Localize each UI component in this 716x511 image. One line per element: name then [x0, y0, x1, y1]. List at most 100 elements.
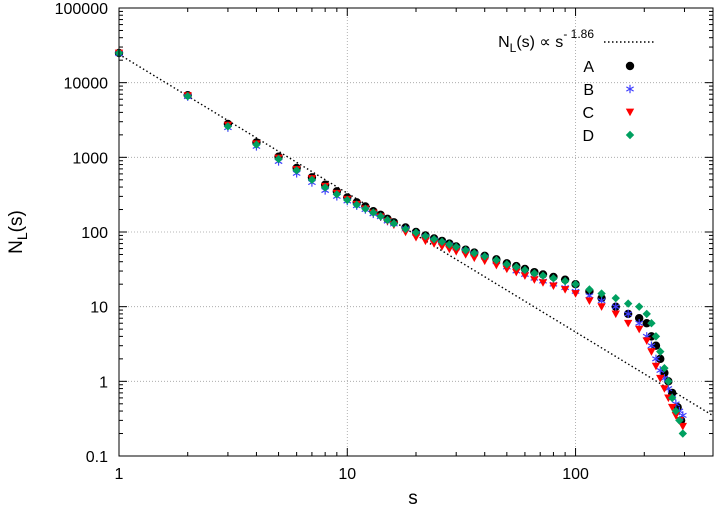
- axes: [118, 7, 714, 457]
- point-d: [445, 240, 454, 249]
- point-c: [549, 282, 558, 291]
- point-d: [274, 154, 283, 164]
- point-d: [383, 215, 392, 225]
- legend-label-a: A: [583, 59, 594, 76]
- point-c: [671, 412, 681, 420]
- point-d: [634, 302, 644, 311]
- point-c: [437, 243, 447, 251]
- point-c: [678, 422, 688, 431]
- point-d: [461, 246, 470, 255]
- legend-label-d: D: [582, 128, 594, 145]
- data-points-layer: [114, 48, 688, 438]
- point-d: [549, 274, 558, 283]
- series-c: [114, 49, 688, 431]
- point-c: [451, 248, 461, 256]
- point-c: [660, 385, 669, 393]
- legend-fit-mid: (s) ∝ s: [516, 34, 563, 51]
- y-tick-label: 1: [99, 374, 108, 391]
- point-d: [223, 122, 233, 131]
- y-tick-label: 0.1: [86, 449, 108, 466]
- point-d: [352, 200, 361, 209]
- point-c: [429, 240, 439, 248]
- y-axis-label-base: N: [6, 240, 27, 254]
- legend-marker-c: [625, 108, 635, 117]
- series-a: [114, 48, 686, 425]
- point-c: [512, 268, 521, 277]
- y-tick-label: 100000: [55, 1, 108, 18]
- point-d: [307, 175, 317, 185]
- legend-marker-b: [626, 84, 634, 94]
- point-d: [642, 309, 651, 319]
- point-d: [389, 219, 399, 228]
- series-d: [114, 48, 688, 438]
- point-c: [623, 319, 633, 328]
- x-tick-label: 1: [115, 466, 124, 483]
- tick-labels: 1 10 100 0.1 1 10 100 1000 10000 100000: [55, 1, 589, 483]
- y-tick-label: 100: [81, 225, 108, 242]
- point-d: [585, 285, 594, 294]
- point-a: [634, 314, 644, 323]
- point-d: [451, 242, 461, 252]
- point-d: [411, 228, 421, 237]
- point-c: [611, 310, 620, 319]
- point-d: [183, 91, 192, 101]
- point-c: [411, 233, 421, 242]
- point-d: [502, 260, 512, 269]
- x-tick-label: 100: [562, 466, 589, 483]
- point-d: [675, 416, 684, 425]
- point-d: [429, 235, 439, 244]
- point-b: [652, 354, 660, 364]
- point-c: [634, 325, 644, 334]
- point-d: [623, 299, 633, 308]
- point-d: [320, 183, 330, 192]
- point-d: [437, 237, 447, 246]
- point-d: [671, 406, 681, 416]
- y-axis-label-rest: (s): [6, 210, 27, 232]
- point-c: [642, 337, 651, 345]
- point-a: [651, 341, 661, 350]
- point-d: [376, 212, 385, 221]
- legend-fit-sup: - 1.86: [563, 27, 594, 41]
- point-c: [538, 279, 548, 287]
- point-d: [660, 363, 669, 373]
- point-b: [611, 302, 620, 311]
- point-d: [252, 140, 261, 149]
- point-c: [571, 290, 580, 298]
- point-c: [470, 254, 479, 263]
- legend-marker-d: [625, 130, 635, 140]
- point-d: [667, 393, 677, 403]
- legend-marker-a: [625, 61, 635, 71]
- point-c: [667, 403, 677, 412]
- point-d: [480, 252, 489, 261]
- point-c: [651, 362, 661, 371]
- point-d: [530, 269, 539, 278]
- legend-label-b: B: [583, 82, 594, 99]
- point-c: [585, 297, 594, 305]
- point-a: [642, 319, 651, 328]
- point-d: [470, 249, 479, 258]
- point-d: [647, 319, 656, 328]
- point-d: [401, 224, 410, 234]
- legend-fit-sub: L: [510, 41, 517, 55]
- point-d: [520, 265, 530, 275]
- legend-label-c: C: [582, 105, 594, 122]
- point-d: [369, 208, 378, 217]
- point-d: [651, 332, 661, 341]
- point-d: [512, 262, 521, 272]
- point-c: [461, 251, 470, 259]
- y-axis-label: NL(s): [6, 210, 30, 254]
- point-c: [656, 374, 665, 383]
- point-c: [502, 265, 512, 274]
- point-c: [421, 237, 430, 246]
- point-c: [597, 303, 606, 311]
- point-c: [480, 257, 489, 266]
- point-d: [656, 347, 665, 356]
- point-d: [597, 289, 606, 298]
- point-d: [571, 279, 580, 289]
- point-c: [560, 286, 570, 294]
- point-d: [611, 293, 620, 303]
- point-c: [520, 272, 530, 280]
